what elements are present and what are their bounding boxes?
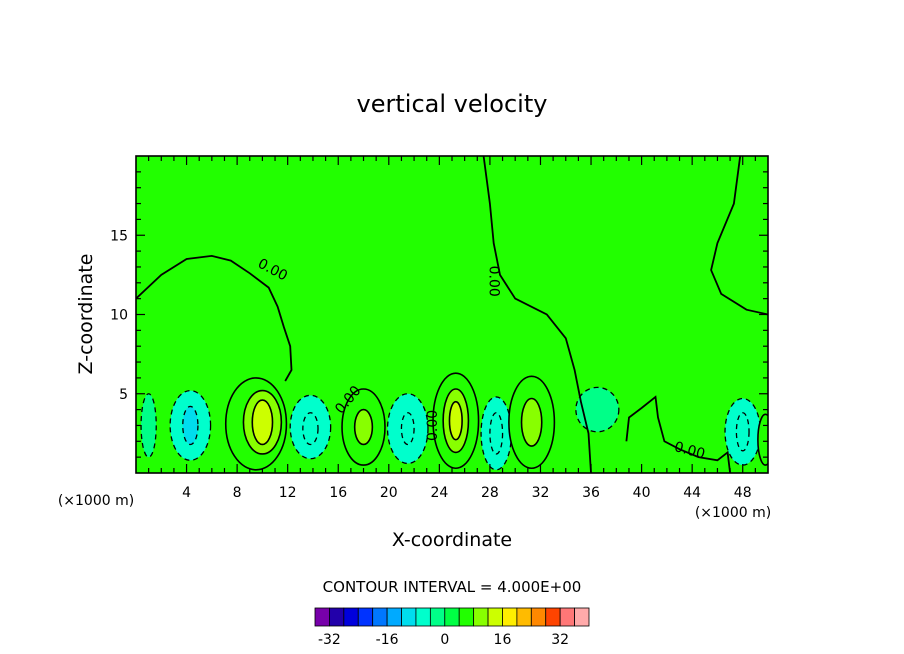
contour-interval-text: CONTOUR INTERVAL = 4.000E+00 <box>323 578 582 596</box>
plot-area: 0.00 0.000.000.000.00 <box>136 156 768 473</box>
x-tick-label: 8 <box>233 485 242 501</box>
colorbar-tick-label: -16 <box>376 632 399 648</box>
colorbar-swatch <box>545 607 561 627</box>
chart-title: vertical velocity <box>357 90 548 118</box>
x-unit-label-right: (×1000 m) <box>695 505 771 521</box>
colorbar-swatch <box>415 607 431 627</box>
x-tick-label: 36 <box>582 485 600 501</box>
downdraft-cell <box>140 393 157 458</box>
downdraft-cell <box>182 405 199 446</box>
colorbar-tick-label: 16 <box>494 632 512 648</box>
x-tick-label: 32 <box>532 485 550 501</box>
colorbar-swatch <box>530 607 547 627</box>
updraft-cell <box>448 400 463 441</box>
colorbar-swatch <box>502 607 518 627</box>
colorbar-swatch <box>487 607 503 627</box>
downdraft-cell <box>400 412 415 446</box>
colorbar-swatch <box>559 607 575 627</box>
colorbar: -32 -16 0 16 32 <box>314 607 590 648</box>
colorbar-swatch <box>343 607 359 627</box>
colorbar-swatch <box>429 607 446 627</box>
colorbar-swatch <box>357 607 374 627</box>
y-axis-label: Z-coordinate <box>75 254 97 375</box>
zero-contour-label: 0.00 <box>673 439 707 463</box>
colorbar-tick-label: -32 <box>318 632 341 648</box>
colorbar-swatch <box>401 607 417 627</box>
colorbar-swatch <box>516 607 532 627</box>
x-tick-label: 24 <box>430 485 448 501</box>
upper-left-zero-contour <box>136 254 293 382</box>
updraft-cell <box>757 413 768 466</box>
colorbar-swatch <box>574 607 590 627</box>
updraft-cell <box>353 408 374 446</box>
x-tick-label: 12 <box>279 485 297 501</box>
colorbar-swatch <box>444 607 460 627</box>
updraft-cell <box>251 399 274 446</box>
zero-contour-label: 0.00 <box>486 266 502 297</box>
x-tick-label: 28 <box>481 485 499 501</box>
downdraft-cell <box>302 412 319 446</box>
y-tick-label: 5 <box>119 387 128 403</box>
colorbar-tick-label: 0 <box>440 632 449 648</box>
colorbar-swatch <box>386 607 402 627</box>
downdraft-cell <box>575 386 620 433</box>
x-tick-label: 44 <box>683 485 701 501</box>
colorbar-tick-label: 32 <box>551 632 569 648</box>
x-axis-label: X-coordinate <box>392 529 512 551</box>
colorbar-swatch <box>458 607 475 627</box>
downdraft-cell <box>489 412 504 455</box>
x-unit-label-left: (×1000 m) <box>58 493 134 509</box>
updraft-cell <box>520 397 543 447</box>
x-tick-label: 16 <box>329 485 347 501</box>
lower-right-zero-contour <box>625 395 731 473</box>
colorbar-swatch <box>329 607 345 627</box>
y-tick-label: 10 <box>110 308 128 324</box>
x-tick-label: 4 <box>182 485 191 501</box>
right-zero-contour <box>710 156 768 316</box>
colorbar-swatch <box>314 607 330 627</box>
y-tick-label: 15 <box>110 228 128 244</box>
downdraft-cell <box>735 412 750 452</box>
colorbar-swatch <box>372 607 388 627</box>
colorbar-swatch <box>473 607 489 627</box>
center-zero-contour <box>482 156 592 473</box>
zero-contour-label: 0.00 <box>425 410 441 441</box>
x-tick-label: 48 <box>734 485 752 501</box>
x-tick-label: 40 <box>633 485 651 501</box>
x-tick-label: 20 <box>380 485 398 501</box>
